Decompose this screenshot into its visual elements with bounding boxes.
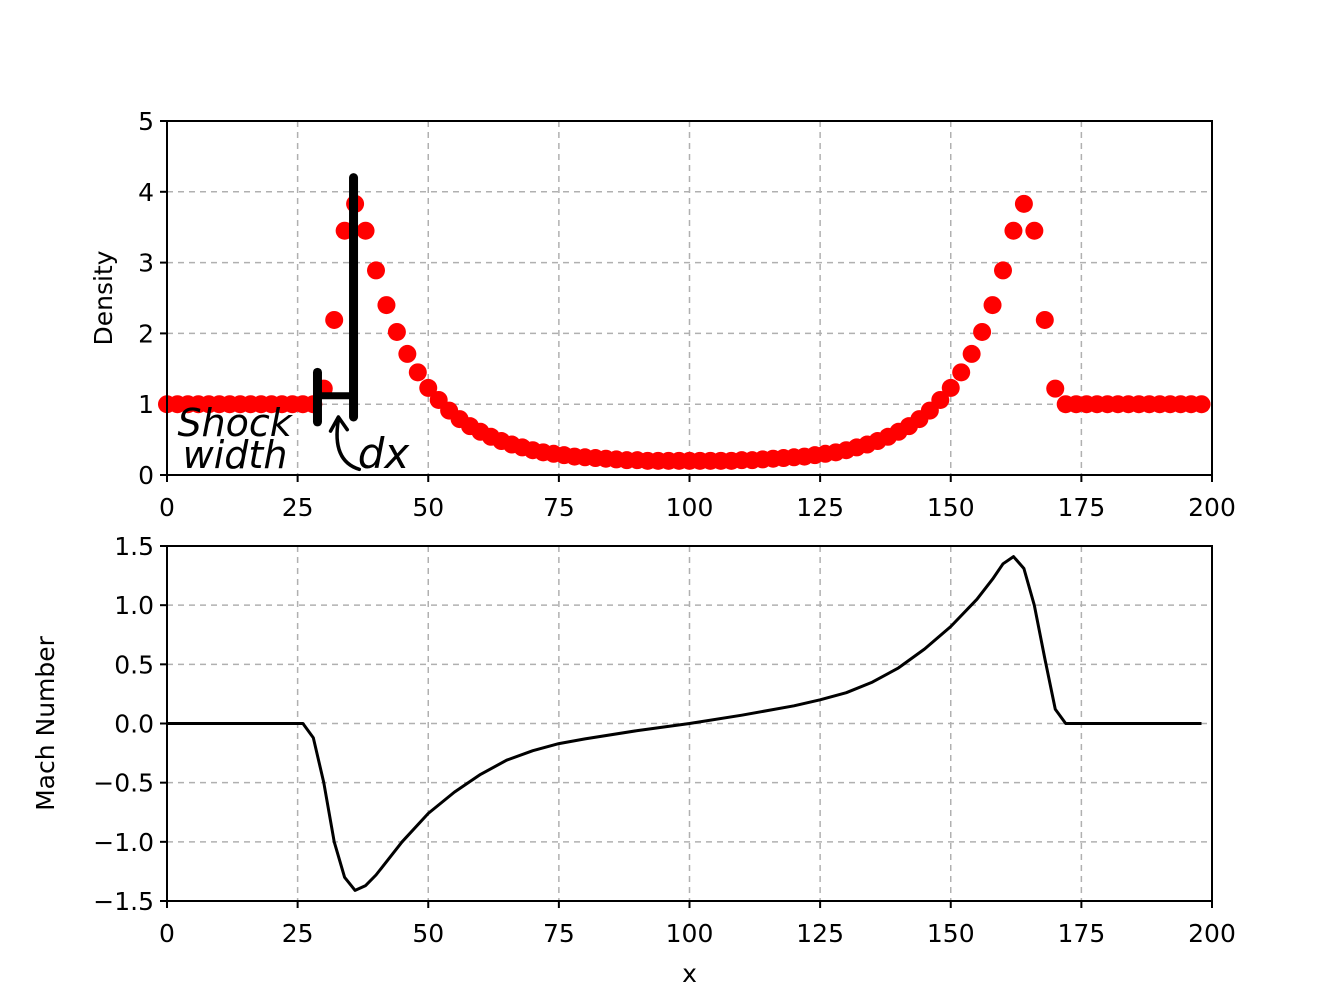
density-point — [387, 322, 406, 341]
y-tick-label: 1.0 — [114, 591, 154, 620]
x-tick-label: 75 — [543, 493, 575, 522]
y-tick-label: −0.5 — [93, 769, 154, 798]
density-point — [1014, 194, 1033, 213]
mach-panel: 0 25 50 75 100 125 150 175 200 1.5 1.0 0.5 0.0 −0.5 −1… — [31, 532, 1236, 988]
x-tick-label: 150 — [927, 493, 975, 522]
density-panel: 0 25 50 75 100 125 150 175 200 0 1 2 3 4 5 Density Shock… — [89, 107, 1236, 522]
annotation-shock: Shock — [177, 401, 293, 445]
x-tick-label: 25 — [282, 493, 314, 522]
x-tick-label: 100 — [666, 493, 714, 522]
density-point — [325, 310, 344, 329]
annotation-dx: dx — [358, 429, 411, 478]
density-point — [1192, 395, 1211, 414]
y-tick-label: −1.0 — [93, 828, 154, 857]
x-axis-label: x — [682, 959, 697, 988]
density-point — [1035, 310, 1054, 329]
x-tick-label: 100 — [666, 919, 714, 948]
x-tick-label: 200 — [1188, 493, 1236, 522]
axes-frame — [166, 120, 1213, 476]
density-point — [377, 296, 396, 315]
y-tick-label: 0 — [138, 461, 154, 490]
density-point — [983, 296, 1002, 315]
density-point — [1004, 221, 1023, 240]
density-point — [994, 261, 1012, 280]
y-tick-label: 4 — [138, 178, 154, 207]
y-tick-label: 0.5 — [114, 650, 154, 679]
x-tick-label: 175 — [1058, 493, 1106, 522]
x-tick-label: 25 — [282, 919, 314, 948]
density-point — [408, 363, 427, 382]
density-point — [931, 390, 950, 409]
x-tick-label: 200 — [1188, 919, 1236, 948]
x-tick-label: 0 — [159, 919, 175, 948]
density-point — [419, 378, 438, 397]
density-point — [367, 261, 385, 280]
x-tick-label: 50 — [412, 493, 444, 522]
density-point — [973, 322, 992, 341]
density-point — [1025, 221, 1044, 240]
x-tick-label: 50 — [412, 919, 444, 948]
mach-number-line — [167, 555, 1202, 892]
x-tick-label: 0 — [159, 493, 175, 522]
mach-axis-label: Mach Number — [31, 635, 60, 811]
y-tick-label: 1 — [138, 390, 154, 419]
y-tick-label: 1.5 — [114, 532, 154, 561]
x-tick-label: 125 — [796, 493, 844, 522]
density-point — [952, 363, 971, 382]
x-tick-label: 125 — [796, 919, 844, 948]
x-tick-label: 150 — [927, 919, 975, 948]
density-point — [1046, 379, 1065, 398]
axes-frame — [166, 545, 1213, 902]
x-tick-label: 175 — [1058, 919, 1106, 948]
y-tick-label: 5 — [138, 107, 154, 136]
density-point — [941, 378, 960, 397]
y-tick-label: 2 — [138, 319, 154, 348]
y-tick-label: −1.5 — [93, 887, 154, 916]
annotation-width: width — [183, 433, 288, 477]
density-point — [398, 344, 417, 363]
density-point — [962, 344, 981, 363]
density-point — [356, 221, 375, 240]
y-tick-label: 0.0 — [114, 710, 154, 739]
dx-arrow-icon — [328, 415, 362, 472]
y-tick-label: 3 — [138, 249, 154, 278]
x-tick-label: 75 — [543, 919, 575, 948]
density-axis-label: Density — [89, 250, 118, 345]
